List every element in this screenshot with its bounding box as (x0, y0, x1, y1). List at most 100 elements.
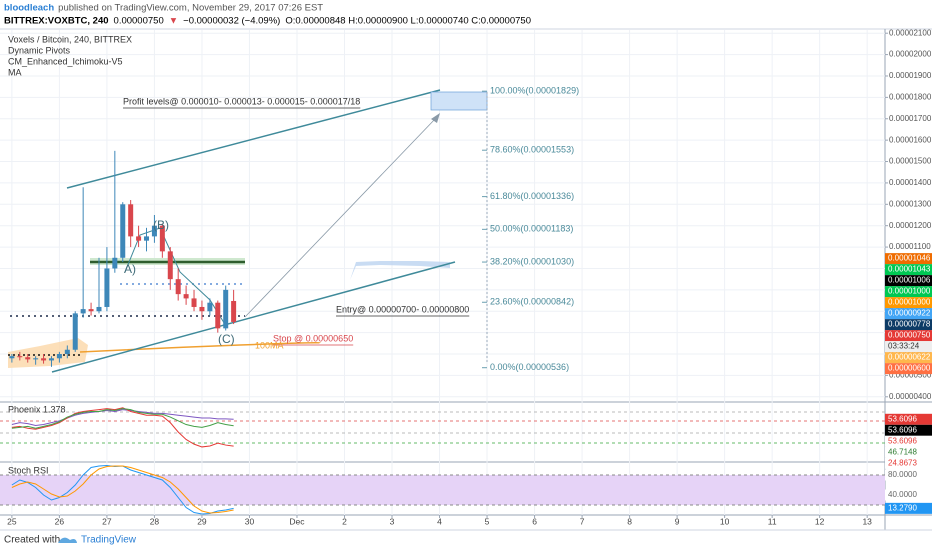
published-line: published on TradingView.com, November 2… (58, 3, 323, 14)
y-tick-label: 0.00000500 (889, 371, 932, 380)
price-marker-label: 40.0000 (888, 490, 917, 499)
candle-body (207, 302, 213, 312)
candle-body (136, 236, 142, 241)
price-marker-label: 0.00001006 (888, 276, 931, 285)
candle-body (191, 298, 197, 307)
candle-body (104, 268, 110, 307)
price-marker (885, 469, 932, 481)
fib-label: 0.00%(0.00000536) (490, 362, 569, 372)
price-marker-label: 46.7148 (888, 447, 917, 456)
price-marker (885, 502, 932, 514)
candle-body (88, 309, 94, 312)
price-marker (885, 330, 932, 342)
x-tick-label: 3 (390, 516, 395, 526)
annotation: Profit levels@ 0.000010- 0.000013- 0.000… (123, 96, 360, 106)
ohlc: O:0.00000848 H:0.00000900 L:0.00000740 C… (285, 16, 531, 27)
author[interactable]: bloodleach (4, 3, 54, 14)
price-marker (885, 352, 932, 364)
x-tick-label: 13 (862, 516, 872, 526)
x-tick-label: 9 (675, 516, 680, 526)
candle-body (9, 356, 15, 359)
y-tick-label: 0.00002000 (889, 50, 932, 59)
x-tick-label: 10 (720, 516, 730, 526)
pane-title: Stoch RSI (8, 465, 49, 475)
annotation: Stop @ 0.00000650 (273, 333, 353, 343)
price-marker-label: 0.00001046 (888, 254, 931, 263)
band-fill (0, 475, 885, 505)
indicator-name: CM_Enhanced_Ichimoku-V5 (8, 56, 123, 66)
y-tick-label: 0.00001200 (889, 221, 932, 230)
price-marker-label: 0.00000750 (888, 331, 931, 340)
annotation: (C) (218, 332, 235, 346)
change: −0.00000032 (−4.09%) (183, 16, 280, 27)
candle-body (175, 279, 181, 295)
price-marker-label: 0.00001000 (888, 298, 931, 307)
candle-body (72, 313, 78, 350)
y-tick-label: 0.00001800 (889, 92, 932, 101)
price-marker-label: 0.00000600 (888, 364, 931, 373)
price-marker-label: 53.6096 (888, 414, 917, 423)
phoenix-line (11, 409, 234, 426)
stoch-line (11, 465, 234, 514)
candle-body (96, 306, 102, 312)
x-tick-label: 5 (485, 516, 490, 526)
annotation: Entry@ 0.00000700- 0.00000800 (336, 304, 469, 314)
price-marker (885, 424, 932, 436)
price-marker (885, 319, 932, 331)
indicator-name: MA (8, 67, 22, 77)
candle-body (159, 225, 165, 252)
phoenix-line (11, 408, 234, 429)
price-marker-label: 0.00000622 (888, 353, 931, 362)
price-marker (885, 435, 932, 447)
price-marker-label: 80.0000 (888, 470, 917, 479)
candle-body (128, 204, 134, 237)
target-box (430, 91, 488, 111)
candle-body (17, 356, 23, 358)
price-marker (885, 489, 932, 501)
price-marker-label: 13.2790 (888, 503, 917, 512)
candle-body (199, 306, 205, 312)
y-tick-label: 0.00001500 (889, 157, 932, 166)
price-marker (885, 264, 932, 276)
candle-body (223, 289, 229, 329)
x-tick-label: Dec (289, 516, 305, 526)
price-marker (885, 286, 932, 298)
symbol: BITTREX:VOXBTC, 240 (4, 16, 109, 27)
price-marker-label: 24.8673 (888, 458, 917, 467)
annotation: (B) (153, 218, 169, 232)
x-tick-label: 28 (150, 516, 160, 526)
candle-body (64, 349, 70, 355)
price-marker (885, 457, 932, 469)
annotation: A) (124, 262, 136, 276)
price-marker (885, 363, 932, 375)
fib-label: 38.20%(0.00001030) (490, 256, 574, 266)
candle-body (167, 251, 173, 280)
x-tick-label: 8 (627, 516, 632, 526)
fib-label: 100.00%(0.00001829) (490, 86, 579, 96)
price-marker-label: 03:33:24 (888, 342, 920, 351)
fib-label: 78.60%(0.00001553) (490, 145, 574, 155)
price-marker (885, 413, 932, 425)
price-marker (885, 446, 932, 458)
candle-body (215, 302, 221, 329)
brand[interactable]: TradingView (81, 535, 137, 546)
brand-logo (58, 537, 77, 543)
y-tick-label: 0.00001900 (889, 71, 932, 80)
x-tick-label: 7 (580, 516, 585, 526)
last-price: 0.00000750 (114, 16, 164, 27)
x-tick-label: 30 (245, 516, 255, 526)
grid (0, 30, 885, 515)
y-tick-label: 0.00001700 (889, 114, 932, 123)
candle-body (41, 358, 47, 361)
candle-body (33, 358, 39, 360)
moving-average (79, 342, 321, 353)
phoenix-line (11, 407, 234, 448)
price-marker-label: 0.00001000 (888, 287, 931, 296)
change-arrow: ▼ (169, 16, 178, 27)
price-marker-label: 0.00001043 (888, 265, 931, 274)
candle-body (48, 358, 54, 361)
y-tick-label: 0.00002100 (889, 28, 932, 37)
candle-body (231, 300, 237, 322)
x-tick-label: 2 (342, 516, 347, 526)
